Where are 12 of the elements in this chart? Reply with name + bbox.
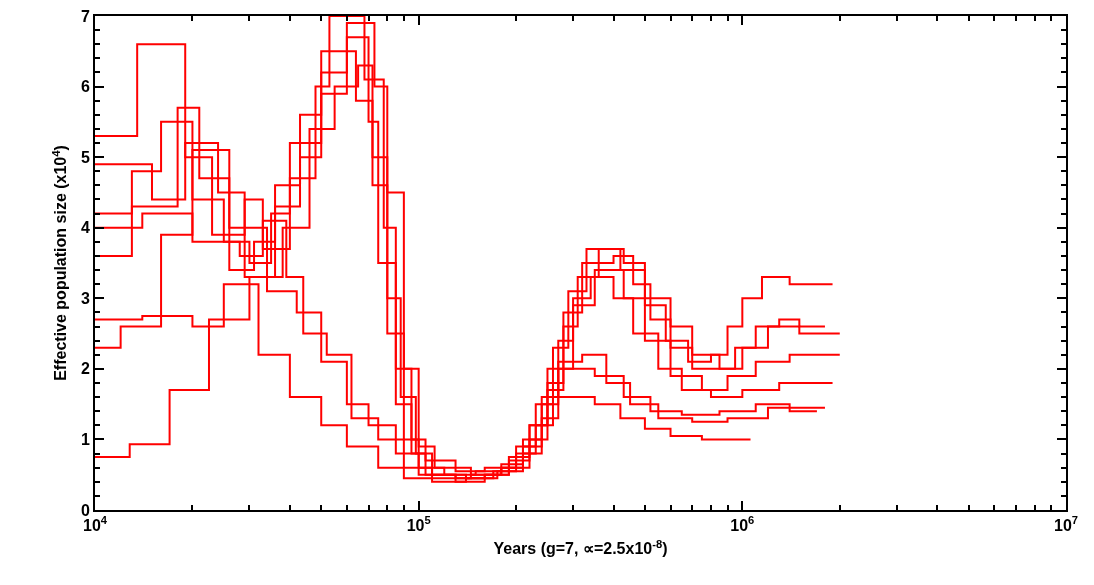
- x-tick-label: 10$^{5}$: [406, 514, 431, 535]
- x-axis-title: Years (g=7, ∝=2.5x10$^{-8}$): [493, 537, 668, 558]
- y-tick-label: 4: [80, 219, 90, 237]
- y-tick-label: 7: [80, 7, 90, 25]
- y-tick-label: 6: [80, 78, 90, 96]
- y-tick-label: 3: [80, 289, 90, 307]
- x-tick-label: 10$^{7}$: [1053, 514, 1079, 535]
- y-tick-label: 5: [80, 148, 90, 166]
- y-tick-label: 2: [80, 360, 90, 378]
- y-tick-label: 1: [80, 431, 90, 449]
- x-tick-label: 10$^{6}$: [730, 514, 755, 535]
- y-tick-label: 0: [80, 501, 90, 519]
